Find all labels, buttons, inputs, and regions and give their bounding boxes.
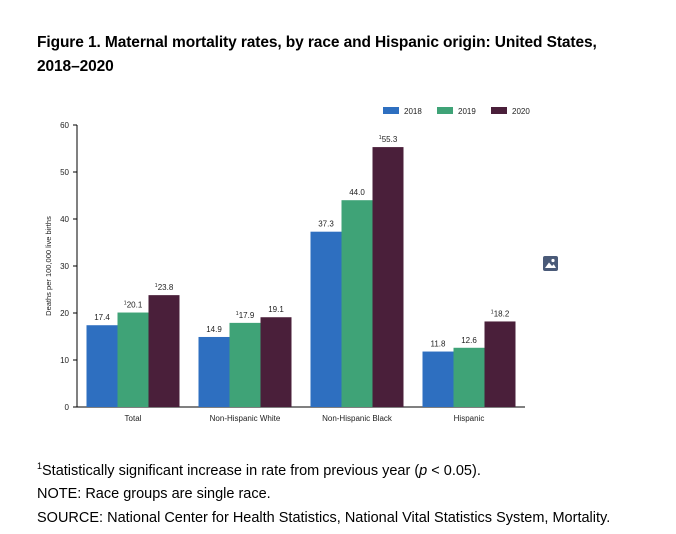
y-tick-label: 60 [60,121,69,130]
bar-2020 [260,317,292,407]
y-tick-label: 10 [60,356,69,365]
data-label-value: 18.2 [494,309,510,318]
chart-bars: 17.4120.1123.814.9117.919.137.344.0155.3… [86,135,516,407]
bar-2019 [453,347,485,407]
source-text: SOURCE: National Center for Health Stati… [37,509,611,526]
data-label: 117.9 [236,311,255,320]
image-icon[interactable] [543,256,558,271]
legend-swatch-2020 [491,107,507,114]
legend-label-2019: 2019 [458,107,476,116]
bar-2018 [86,325,118,407]
legend-label-2018: 2018 [404,107,422,116]
y-tick-label: 40 [60,215,69,224]
y-tick-label: 20 [60,309,69,318]
data-label-value: 20.1 [127,301,143,310]
bar-2019 [117,312,149,407]
data-label-superscript: 1 [155,283,158,289]
bar-2020 [148,295,180,407]
data-label-value: 17.9 [239,311,255,320]
data-label: 14.9 [206,325,222,334]
data-label-value: 23.8 [158,283,174,292]
legend-label-2020: 2020 [512,107,530,116]
bar-2020 [484,321,516,407]
data-label-superscript: 1 [491,309,494,315]
data-label: 123.8 [155,283,174,292]
bar-2020 [372,147,404,407]
bar-2018 [310,231,342,407]
note-text: NOTE: Race groups are single race. [37,486,271,503]
data-label: 37.3 [318,220,334,229]
data-label: 11.8 [431,340,447,349]
data-label: 44.0 [349,188,365,197]
data-label: 17.4 [94,313,110,322]
y-tick-label: 0 [65,403,70,412]
footnote-text-post: < 0.05). [427,462,481,479]
bar-2019 [229,322,261,407]
data-label-superscript: 1 [124,301,127,307]
x-tick-label: Total [125,414,142,423]
figure-notes: 1Statistically significant increase in r… [37,455,610,530]
y-axis-label: Deaths per 100,000 live births [44,216,53,316]
footnote-p: p [419,462,428,479]
x-tick-label: Non-Hispanic Black [322,414,393,423]
legend-swatch-2019 [437,107,453,114]
bar-2018 [198,336,230,407]
x-tick-label: Non-Hispanic White [210,414,281,423]
data-label-superscript: 1 [236,311,239,317]
data-label: 120.1 [124,301,143,310]
data-label: 155.3 [379,135,398,144]
footnote: 1Statistically significant increase in r… [37,455,610,483]
figure-title: Figure 1. Maternal mortality rates, by r… [37,34,597,75]
data-label-value: 55.3 [382,135,398,144]
footnote-text-pre: Statistically significant increase in ra… [42,462,420,479]
data-label: 12.6 [461,336,477,345]
bar-2019 [341,200,373,407]
chart-legend: 2018 2019 2020 [383,107,530,116]
data-label: 118.2 [491,309,510,318]
legend-swatch-2018 [383,107,399,114]
data-label: 19.1 [268,305,284,314]
footnote-mark: 1 [37,461,43,471]
data-label-superscript: 1 [379,135,382,141]
y-tick-label: 30 [60,262,69,271]
x-tick-label: Hispanic [454,414,485,423]
bar-2018 [422,351,454,407]
y-tick-label: 50 [60,168,69,177]
